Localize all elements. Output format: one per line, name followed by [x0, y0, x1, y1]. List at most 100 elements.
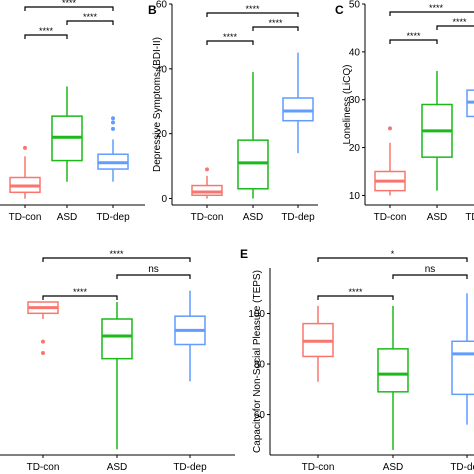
x-tick-label: TD-dep [281, 212, 315, 223]
box-td-con [27, 301, 59, 355]
outlier-point [23, 145, 27, 150]
bracket-line [42, 295, 118, 300]
significance-bracket: * [317, 249, 468, 262]
significance-label: **** [83, 12, 98, 22]
significance-bracket: **** [42, 249, 191, 262]
bracket-line [389, 39, 438, 44]
outlier-point [41, 351, 45, 355]
x-tick-label: ASD [107, 462, 128, 473]
y-axis-title: Capacity for Non-Social Pleasure (TEPS) [252, 270, 263, 453]
panel-letter: C [335, 3, 344, 17]
x-tick-label: TD-dep [450, 462, 474, 473]
box-iqr [237, 139, 269, 190]
y-tick-label: 40 [349, 47, 361, 58]
significance-label: **** [62, 0, 77, 8]
box-td-dep [282, 52, 314, 154]
x-tick-label: TD-dep [465, 212, 474, 223]
y-tick-label: 100 [248, 309, 265, 320]
box-asd [377, 305, 409, 450]
significance-label: **** [245, 4, 260, 14]
bracket-line [317, 257, 468, 262]
significance-label: **** [348, 287, 363, 297]
y-tick-label: 20 [156, 129, 168, 140]
significance-bracket: **** [66, 12, 114, 25]
box-td-dep [451, 293, 474, 425]
significance-bracket: **** [436, 17, 474, 30]
x-tick-label: TD-dep [96, 212, 130, 223]
bracket-line [42, 257, 191, 262]
y-tick-label: 0 [161, 194, 167, 205]
significance-label: **** [223, 32, 238, 42]
significance-label: **** [429, 3, 444, 13]
y-axis-title: Loneliness (LiCQ) [342, 64, 353, 144]
significance-label: * [391, 249, 395, 259]
panel-4: TD-con ASD TD-dep **** ns **** [0, 249, 235, 473]
box-iqr [451, 340, 474, 396]
significance-bracket: ns [392, 264, 468, 279]
significance-bracket: **** [24, 0, 114, 11]
bracket-line [389, 11, 474, 16]
box-td-con [191, 167, 223, 199]
bracket-line [24, 34, 68, 39]
outlier-point [388, 126, 392, 131]
panel-1: TD-con ASD TD-dep **** **** **** [0, 0, 145, 223]
bracket-line [66, 20, 114, 25]
significance-bracket: **** [252, 18, 299, 31]
y-tick-label: 50 [349, 0, 361, 11]
significance-bracket: **** [317, 287, 394, 300]
significance-bracket: **** [24, 26, 68, 39]
significance-bracket: **** [389, 31, 438, 44]
bracket-line [206, 40, 254, 45]
x-tick-label: TD-con [374, 212, 407, 223]
bracket-line [317, 295, 394, 300]
box-asd [51, 86, 83, 182]
y-tick-label: 40 [156, 64, 168, 75]
bracket-line [436, 25, 474, 30]
box-td-dep [97, 116, 129, 182]
x-tick-label: ASD [57, 212, 78, 223]
significance-bracket: **** [389, 3, 474, 16]
bracket-line [116, 274, 191, 279]
bracket-line [392, 274, 468, 279]
outlier-point [111, 116, 115, 121]
x-tick-label: ASD [383, 462, 404, 473]
x-tick-label: TD-con [9, 212, 42, 223]
x-tick-label: TD-con [302, 462, 335, 473]
y-tick-label: 30 [349, 95, 361, 106]
box-iqr [282, 97, 314, 122]
box-td-con [374, 126, 406, 196]
significance-bracket: **** [42, 287, 118, 300]
x-tick-label: TD-con [27, 462, 60, 473]
panel-2: 0 20 40 60 Depressive Symptoms (BDI-II) B TD-c… [148, 0, 318, 223]
bracket-line [24, 6, 114, 11]
box-iqr [191, 184, 223, 197]
x-tick-label: ASD [427, 212, 448, 223]
box-asd [101, 302, 133, 450]
box-asd [237, 72, 269, 199]
x-tick-label: TD-dep [173, 462, 207, 473]
significance-label: **** [406, 31, 421, 41]
panel-letter: E [240, 247, 248, 261]
y-tick-label: 10 [349, 191, 361, 202]
y-axis-title: Depressive Symptoms (BDI-II) [152, 37, 163, 172]
significance-label: ns [148, 264, 159, 275]
box-td-con [302, 305, 334, 382]
x-tick-label: ASD [243, 212, 264, 223]
significance-label: **** [73, 287, 88, 297]
significance-label: **** [452, 17, 467, 27]
bracket-line [206, 12, 299, 17]
significance-label: **** [268, 18, 283, 28]
y-tick-label: 80 [254, 360, 266, 371]
significance-bracket: ns [116, 264, 191, 279]
significance-label: **** [109, 249, 124, 259]
outlier-point [111, 126, 115, 131]
significance-bracket: **** [206, 32, 254, 45]
significance-bracket: **** [206, 4, 299, 17]
y-tick-label: 60 [254, 410, 266, 421]
panel-letter: B [148, 3, 157, 17]
significance-label: **** [39, 26, 54, 36]
outlier-point [111, 120, 115, 125]
box-td-dep [466, 89, 474, 118]
